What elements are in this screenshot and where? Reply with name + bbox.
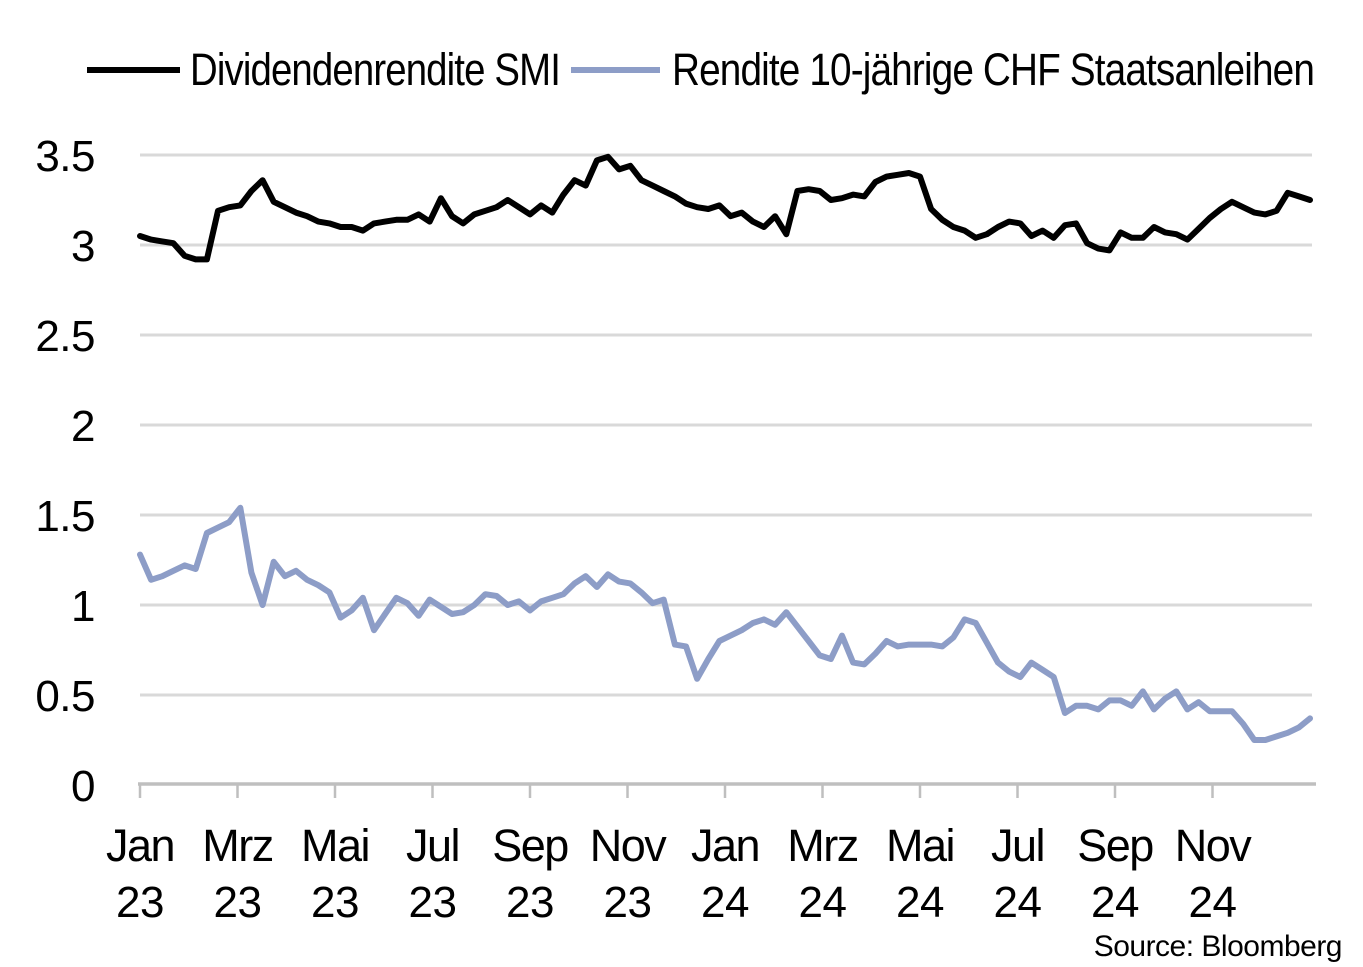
series-lines [137, 153, 1313, 743]
x-tick-label-year: 23 [116, 878, 164, 927]
x-tick-label-month: Jan [691, 820, 759, 871]
x-tick-label-month: Nov [590, 820, 668, 871]
x-tick-label-month: Nov [1175, 820, 1253, 871]
x-tick-label-year: 24 [1091, 878, 1139, 927]
x-tick-label-month: Jul [991, 820, 1044, 871]
x-tick-label-year: 23 [311, 878, 359, 927]
legend-label-chf-staatsanleihen: Rendite 10-jährige CHF Staatsanleihen [672, 44, 1314, 95]
x-tick-label-year: 23 [604, 878, 652, 927]
y-tick-label: 1.5 [35, 492, 95, 541]
x-axis [138, 782, 1316, 798]
y-tick-label: 3.5 [35, 132, 95, 181]
y-tick-label: 1 [71, 582, 95, 631]
line-rendite-chf-staatsanleihen [137, 504, 1313, 743]
x-tick-label-year: 23 [214, 878, 262, 927]
x-tick-label-year: 24 [799, 878, 847, 927]
x-tick-label-month: Mai [301, 820, 369, 871]
x-axis-labels: Jan 23 Mrz 23 Mai 23 Jul 23 Sep 23 Nov 23 Jan 24 Mrz 24… [106, 820, 1254, 927]
y-tick-label: 0 [71, 762, 95, 811]
x-tick-label-year: 24 [896, 878, 944, 927]
source-label: Source: Bloomberg [1094, 930, 1342, 963]
y-axis-labels: 0 0.5 1 1.5 2 2.5 3 3.5 [35, 132, 95, 811]
x-tick-label-month: Mrz [202, 820, 272, 871]
x-tick-label-month: Sep [1077, 820, 1153, 871]
x-tick-label-year: 23 [409, 878, 457, 927]
legend: Dividendenrendite SMI Rendite 10-jährige… [87, 44, 1315, 95]
x-tick-label-month: Jan [106, 820, 174, 871]
y-tick-label: 2.5 [35, 312, 95, 361]
y-tick-label: 0.5 [35, 672, 95, 721]
x-tick-label-month: Mai [886, 820, 954, 871]
x-tick-label-year: 24 [994, 878, 1042, 927]
x-tick-label-year: 23 [506, 878, 554, 927]
line-dividendenrendite-smi [137, 153, 1313, 263]
legend-label-dividendenrendite-smi: Dividendenrendite SMI [190, 44, 560, 95]
y-tick-label: 3 [71, 222, 95, 271]
x-tick-label-month: Jul [406, 820, 459, 871]
y-tick-label: 2 [71, 402, 95, 451]
x-tick-label-year: 24 [701, 878, 749, 927]
x-tick-label-month: Mrz [787, 820, 857, 871]
x-tick-label-month: Sep [492, 820, 568, 871]
x-tick-label-year: 24 [1189, 878, 1237, 927]
